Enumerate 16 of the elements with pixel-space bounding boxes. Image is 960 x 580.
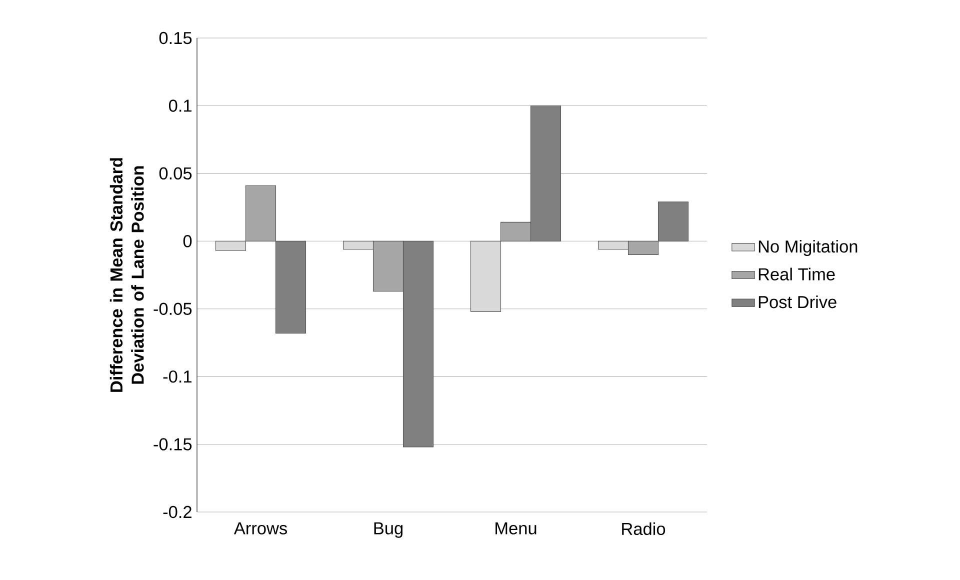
x-tick-label: Radio xyxy=(622,522,666,536)
y-tick-label: -0.2 xyxy=(163,506,192,518)
y-axis-title: Difference in Mean Standard Deviation of Lane Position xyxy=(110,158,144,392)
y-tick-label: -0.1 xyxy=(163,370,192,383)
legend-label: No Migitation xyxy=(758,240,858,256)
y-tick-label: 0.05 xyxy=(159,167,192,180)
y-tick-label: -0.15 xyxy=(154,438,192,450)
y-tick-label: 0 xyxy=(183,235,192,248)
legend-label: Post Drive xyxy=(758,296,836,308)
y-tick-label: -0.05 xyxy=(154,302,192,315)
legend-label: Real Time xyxy=(758,268,835,280)
x-tick-label: Menu xyxy=(496,522,536,534)
y-tick-label: 0.15 xyxy=(159,32,192,44)
y-tick-label: 0.1 xyxy=(168,100,192,112)
x-tick-label: Bug xyxy=(374,522,403,538)
x-tick-label: Arrows xyxy=(234,522,287,534)
